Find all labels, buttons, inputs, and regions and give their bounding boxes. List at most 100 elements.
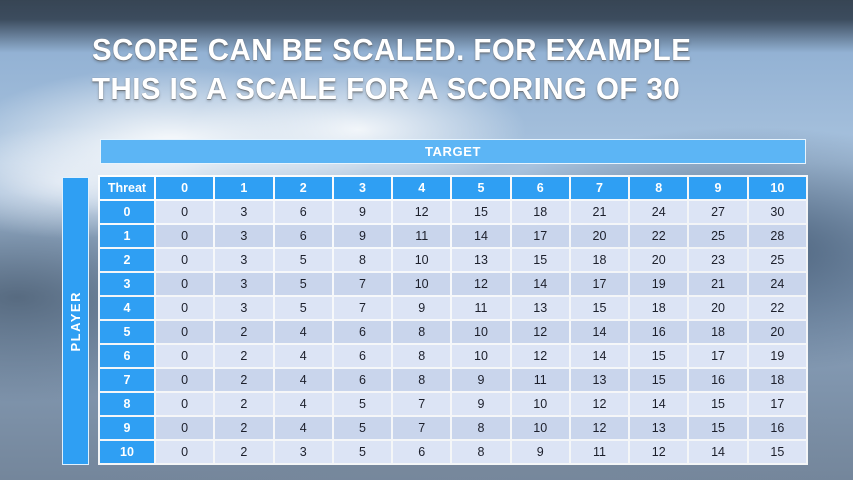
- score-table: Threat 0 1 2 3 4 5 6 7 8 9 10 0 0 3 6 9 12 15 18 21 24 27 30 1…: [98, 175, 808, 465]
- score-cell: 18: [689, 321, 747, 343]
- score-cell: 9: [333, 225, 392, 247]
- column-header: 9: [689, 177, 747, 199]
- score-cell: 6: [333, 369, 392, 391]
- score-cell: 20: [748, 321, 806, 343]
- score-cell: 13: [511, 297, 569, 319]
- score-cell: 0: [156, 297, 214, 319]
- score-cell: 0: [156, 273, 214, 295]
- column-header: 2: [274, 177, 332, 199]
- column-header: 6: [511, 177, 569, 199]
- score-cell: 25: [689, 225, 747, 247]
- score-cell: 4: [274, 369, 332, 391]
- score-cell: 2: [215, 321, 273, 343]
- table-row: 3 0 3 5 7 10 12 14 17 19 21 24: [100, 273, 806, 295]
- score-cell: 14: [570, 321, 629, 343]
- score-cell: 0: [156, 201, 214, 223]
- row-label: 5: [100, 321, 154, 343]
- score-cell: 0: [156, 441, 214, 463]
- score-cell: 5: [274, 249, 332, 271]
- score-cell: 4: [274, 417, 332, 439]
- score-cell: 0: [156, 249, 214, 271]
- score-cell: 16: [630, 321, 688, 343]
- score-cell: 0: [156, 369, 214, 391]
- score-cell: 17: [689, 345, 747, 367]
- score-cell: 15: [570, 297, 629, 319]
- score-cell: 10: [393, 249, 451, 271]
- score-cell: 13: [452, 249, 510, 271]
- score-cell: 14: [511, 273, 569, 295]
- score-cell: 17: [748, 393, 806, 415]
- table-row: 4 0 3 5 7 9 11 13 15 18 20 22: [100, 297, 806, 319]
- column-header: 7: [570, 177, 629, 199]
- score-cell: 12: [393, 201, 451, 223]
- score-cell: 6: [274, 201, 332, 223]
- score-cell: 11: [511, 369, 569, 391]
- score-cell: 10: [393, 273, 451, 295]
- score-cell: 8: [452, 417, 510, 439]
- score-cell: 0: [156, 417, 214, 439]
- column-header: 4: [393, 177, 451, 199]
- score-cell: 20: [630, 249, 688, 271]
- score-cell: 0: [156, 345, 214, 367]
- row-label: 0: [100, 201, 154, 223]
- score-cell: 10: [511, 417, 569, 439]
- row-label: 1: [100, 225, 154, 247]
- score-cell: 2: [215, 441, 273, 463]
- score-cell: 9: [511, 441, 569, 463]
- score-cell: 10: [452, 321, 510, 343]
- score-cell: 4: [274, 321, 332, 343]
- score-cell: 4: [274, 345, 332, 367]
- score-cell: 21: [570, 201, 629, 223]
- score-cell: 6: [393, 441, 451, 463]
- table-row: 1 0 3 6 9 11 14 17 20 22 25 28: [100, 225, 806, 247]
- score-cell: 0: [156, 321, 214, 343]
- score-cell: 8: [333, 249, 392, 271]
- score-cell: 7: [393, 417, 451, 439]
- score-cell: 8: [393, 345, 451, 367]
- score-cell: 15: [689, 417, 747, 439]
- table-row: 2 0 3 5 8 10 13 15 18 20 23 25: [100, 249, 806, 271]
- score-cell: 15: [511, 249, 569, 271]
- score-cell: 17: [511, 225, 569, 247]
- table-row: 10 0 2 3 5 6 8 9 11 12 14 15: [100, 441, 806, 463]
- score-cell: 12: [511, 345, 569, 367]
- score-cell: 11: [570, 441, 629, 463]
- score-cell: 12: [570, 417, 629, 439]
- score-cell: 7: [333, 297, 392, 319]
- corner-cell-threat: Threat: [100, 177, 154, 199]
- score-cell: 6: [274, 225, 332, 247]
- column-header: 8: [630, 177, 688, 199]
- score-cell: 30: [748, 201, 806, 223]
- score-cell: 15: [630, 345, 688, 367]
- title-line-2: THIS IS A SCALE FOR A SCORING OF 30: [92, 71, 681, 106]
- column-header: 5: [452, 177, 510, 199]
- target-header-bar: TARGET: [100, 139, 806, 164]
- score-cell: 27: [689, 201, 747, 223]
- score-cell: 3: [215, 201, 273, 223]
- score-cell: 5: [333, 441, 392, 463]
- score-cell: 9: [452, 393, 510, 415]
- score-cell: 15: [452, 201, 510, 223]
- score-cell: 8: [452, 441, 510, 463]
- score-cell: 6: [333, 321, 392, 343]
- row-label: 4: [100, 297, 154, 319]
- score-cell: 10: [511, 393, 569, 415]
- target-label: TARGET: [424, 144, 482, 159]
- row-label: 3: [100, 273, 154, 295]
- table-row: 5 0 2 4 6 8 10 12 14 16 18 20: [100, 321, 806, 343]
- title-line-1: SCORE CAN BE SCALED. FOR EXAMPLE: [92, 32, 692, 67]
- score-cell: 3: [215, 273, 273, 295]
- score-cell: 20: [689, 297, 747, 319]
- score-cell: 5: [274, 273, 332, 295]
- score-cell: 8: [393, 321, 451, 343]
- score-cell: 22: [630, 225, 688, 247]
- score-cell: 25: [748, 249, 806, 271]
- score-cell: 9: [333, 201, 392, 223]
- slide-title: SCORE CAN BE SCALED. FOR EXAMPLE THIS IS…: [92, 30, 691, 108]
- score-cell: 5: [333, 417, 392, 439]
- score-cell: 4: [274, 393, 332, 415]
- score-cell: 18: [630, 297, 688, 319]
- score-cell: 3: [215, 225, 273, 247]
- score-cell: 0: [156, 393, 214, 415]
